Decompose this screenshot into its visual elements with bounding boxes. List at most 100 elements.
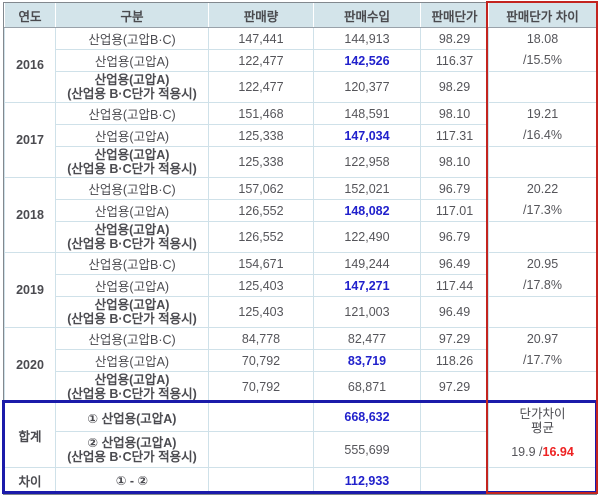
revenue-cell: 152,021 (313, 177, 421, 200)
volume-cell: 154,671 (208, 252, 314, 275)
empty-cell (488, 371, 597, 403)
category-cell: 산업용(고압A) (산업용 B·C단가 적용시) (55, 371, 209, 403)
summary-row-total-2: ② 산업용(고압A) (산업용 B·C단가 적용시) 555,699 (5, 431, 597, 468)
revenue-cell-highlight: 147,271 (313, 274, 421, 297)
empty-cell (420, 467, 489, 494)
summary-row-difference: 차이 ① - ② 112,933 (4, 467, 597, 494)
revenue-cell: 82,477 (313, 327, 421, 350)
price-cell: 98.29 (420, 71, 489, 103)
header-revenue: 판매수입 (313, 3, 421, 28)
category-cell: ② 산업용(고압A) (산업용 B·C단가 적용시) (55, 431, 209, 468)
empty-cell (208, 402, 314, 432)
diff-value: 20.97 (526, 331, 559, 346)
empty-cell (208, 467, 314, 494)
empty-cell (208, 431, 314, 468)
revenue-cell: 68,871 (313, 371, 421, 403)
table-row: 2017 산업용(고압B·C) 151,468 148,591 98.10 19… (4, 102, 597, 178)
revenue-cell: 121,003 (313, 296, 421, 328)
table-row: 산업용(고압A) 126,552 148,082 117.01 (5, 199, 597, 222)
revenue-cell: 148,591 (313, 102, 421, 125)
revenue-cell: 144,913 (313, 27, 421, 50)
diff-value: 20.95 (526, 256, 559, 271)
category-cell: 산업용(고압A) (55, 274, 209, 297)
table-row: 2019 산업용(고압B·C) 154,671 149,244 96.49 20… (4, 252, 597, 328)
empty-cell (488, 221, 597, 253)
price-cell: 116.37 (420, 49, 489, 72)
table-row: 산업용(고압A) (산업용 B·C단가 적용시) 125,403 121,003… (5, 296, 597, 328)
avg-title-line1: 단가차이 (519, 407, 566, 421)
volume-cell: 157,062 (208, 177, 314, 200)
empty-cell (420, 431, 489, 468)
volume-cell: 125,403 (208, 296, 314, 328)
revenue-cell-highlight: 142,526 (313, 49, 421, 72)
avg-value-red: 16.94 (542, 445, 574, 459)
avg-title-line2: 평균 (530, 421, 554, 435)
avg-diff-cell: 단가차이 평균 19.9 /16.94 (488, 402, 597, 468)
volume-cell: 70,792 (208, 371, 314, 403)
price-cell: 117.31 (420, 124, 489, 147)
price-diff-cell: 18.08 /15.5% (488, 27, 597, 72)
category-cell: 산업용(고압B·C) (55, 327, 209, 350)
price-cell: 96.79 (420, 177, 489, 200)
price-cell: 117.01 (420, 199, 489, 222)
header-row: 연도 구분 판매량 판매수입 판매단가 판매단가 차이 (4, 3, 597, 28)
category-line1: ② 산업용(고압A) (87, 435, 177, 450)
diff-value: 18.08 (526, 31, 559, 46)
price-cell: 117.44 (420, 274, 489, 297)
table-row: 2018 산업용(고압B·C) 157,062 152,021 96.79 20… (4, 177, 597, 253)
table-row: 2020 산업용(고압B·C) 84,778 82,477 97.29 20.9… (4, 327, 597, 403)
price-cell: 97.29 (420, 327, 489, 350)
category-line2: (산업용 B·C단가 적용시) (67, 312, 197, 326)
category-line1: 산업용(고압A) (94, 298, 170, 312)
revenue-cell: 122,958 (313, 146, 421, 178)
avg-diff-title: 단가차이 평균 (491, 404, 594, 435)
volume-cell: 126,552 (208, 221, 314, 253)
revenue-cell: 120,377 (313, 71, 421, 103)
diff-percent: /16.4% (523, 127, 562, 142)
empty-cell (488, 71, 597, 103)
difference-formula-cell: ① - ② (55, 467, 209, 494)
table-row: 산업용(고압A) (산업용 B·C단가 적용시) 122,477 120,377… (5, 71, 597, 103)
header-volume: 판매량 (208, 3, 314, 28)
category-line1: 산업용(고압A) (94, 223, 170, 237)
price-cell: 96.79 (420, 221, 489, 253)
difference-label-cell: 차이 (4, 467, 56, 494)
category-cell: 산업용(고압A) (55, 124, 209, 147)
volume-cell: 122,477 (208, 49, 314, 72)
volume-cell: 125,338 (208, 124, 314, 147)
summary-row-total-1: 합계 ① 산업용(고압A) 668,632 단가차이 평균 19.9 /16.9… (4, 402, 597, 468)
price-cell: 98.10 (420, 146, 489, 178)
category-line1: 산업용(고압A) (94, 73, 170, 87)
empty-cell (420, 402, 489, 432)
empty-cell (488, 146, 597, 178)
sales-table-grid: 연도 구분 판매량 판매수입 판매단가 판매단가 차이 2016 산업용(고압B… (4, 3, 597, 494)
category-cell: 산업용(고압A) (55, 199, 209, 222)
category-cell: 산업용(고압B·C) (55, 177, 209, 200)
revenue-cell-highlight: 147,034 (313, 124, 421, 147)
year-cell: 2019 (4, 252, 56, 328)
table-row: 산업용(고압A) 70,792 83,719 118.26 (5, 349, 597, 372)
sales-table: 연도 구분 판매량 판매수입 판매단가 판매단가 차이 2016 산업용(고압B… (3, 2, 597, 495)
category-line1: 산업용(고압A) (94, 148, 170, 162)
year-cell: 2020 (4, 327, 56, 403)
diff-percent: /17.7% (523, 352, 562, 367)
price-cell: 98.10 (420, 102, 489, 125)
diff-percent: /17.3% (523, 202, 562, 217)
volume-cell: 126,552 (208, 199, 314, 222)
category-line2: (산업용 B·C단가 적용시) (67, 387, 197, 401)
revenue-cell-highlight: 83,719 (313, 349, 421, 372)
diff-percent: /15.5% (523, 52, 562, 67)
revenue-cell: 122,490 (313, 221, 421, 253)
table-row: 산업용(고압A) (산업용 B·C단가 적용시) 70,792 68,871 9… (5, 371, 597, 403)
category-line1: 산업용(고압A) (94, 373, 170, 387)
total-label-cell: 합계 (4, 402, 56, 468)
category-line2: (산업용 B·C단가 적용시) (67, 449, 197, 464)
category-cell: 산업용(고압A) (산업용 B·C단가 적용시) (55, 146, 209, 178)
revenue-total-highlight: 668,632 (313, 402, 421, 432)
category-cell: 산업용(고압B·C) (55, 27, 209, 50)
price-diff-cell: 20.95 /17.8% (488, 252, 597, 297)
category-cell: 산업용(고압A) (55, 349, 209, 372)
category-line2: (산업용 B·C단가 적용시) (67, 162, 197, 176)
category-cell: 산업용(고압A) (산업용 B·C단가 적용시) (55, 71, 209, 103)
